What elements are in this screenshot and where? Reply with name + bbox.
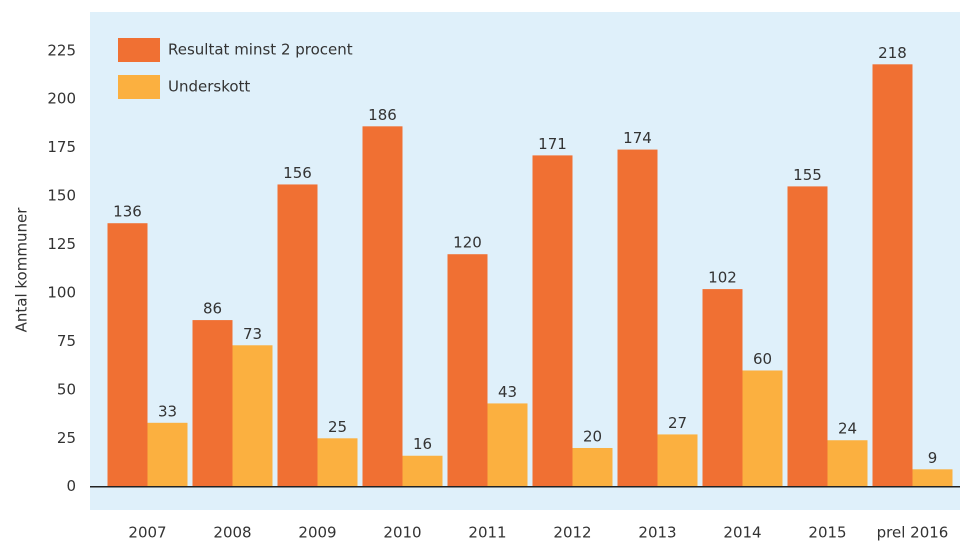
bar: [147, 422, 188, 487]
legend-swatch: [118, 38, 160, 62]
x-tick-label: 2012: [553, 524, 591, 542]
value-label: 171: [538, 135, 567, 153]
bar: [362, 126, 403, 487]
bar: [232, 345, 273, 487]
x-tick-label: 2011: [468, 524, 506, 542]
value-label: 24: [838, 420, 857, 438]
bar: [402, 455, 443, 487]
legend-label: Resultat minst 2 procent: [168, 41, 353, 59]
y-tick-label: 200: [47, 90, 76, 108]
value-label: 120: [453, 234, 482, 252]
x-tick-label: 2014: [723, 524, 761, 542]
bar: [447, 254, 488, 487]
y-tick-label: 225: [47, 41, 76, 59]
bar: [827, 440, 868, 487]
y-tick-label: 0: [66, 477, 76, 495]
x-tick-label: 2007: [128, 524, 166, 542]
x-tick-label: prel 2016: [877, 524, 949, 542]
bar: [872, 64, 913, 487]
y-axis-label: Antal kommuner: [13, 207, 31, 333]
y-tick-label: 175: [47, 138, 76, 156]
value-label: 60: [753, 350, 772, 368]
y-tick-label: 50: [57, 380, 76, 398]
value-label: 33: [158, 402, 177, 420]
x-tick-label: 2013: [638, 524, 676, 542]
bar: [532, 155, 573, 487]
bar: [572, 447, 613, 487]
value-label: 16: [413, 435, 432, 453]
x-tick-label: 2009: [298, 524, 336, 542]
legend-swatch: [118, 75, 160, 99]
x-tick-label: 2010: [383, 524, 421, 542]
bar: [912, 469, 953, 487]
value-label: 218: [878, 44, 907, 62]
bar: [317, 438, 358, 487]
value-label: 102: [708, 269, 737, 287]
value-label: 155: [793, 166, 822, 184]
value-label: 27: [668, 414, 687, 432]
bar: [487, 403, 528, 487]
value-label: 20: [583, 427, 602, 445]
value-label: 156: [283, 164, 312, 182]
bar: [742, 370, 783, 487]
value-label: 73: [243, 325, 262, 343]
x-tick-label: 2008: [213, 524, 251, 542]
value-label: 186: [368, 106, 397, 124]
value-label: 174: [623, 129, 652, 147]
x-tick-label: 2015: [808, 524, 846, 542]
bar: [617, 149, 658, 487]
value-label: 43: [498, 383, 517, 401]
bar: [277, 184, 318, 487]
y-tick-label: 150: [47, 187, 76, 205]
y-tick-label: 25: [57, 429, 76, 447]
bar: [657, 434, 698, 487]
bar: [107, 223, 148, 487]
y-tick-label: 125: [47, 235, 76, 253]
value-label: 86: [203, 300, 222, 318]
value-label: 136: [113, 203, 142, 221]
value-label: 9: [928, 449, 938, 467]
value-label: 25: [328, 418, 347, 436]
bar: [787, 186, 828, 487]
bar: [192, 320, 233, 487]
y-tick-label: 75: [57, 332, 76, 350]
bar: [702, 289, 743, 487]
y-tick-label: 100: [47, 283, 76, 301]
legend-label: Underskott: [168, 78, 250, 96]
